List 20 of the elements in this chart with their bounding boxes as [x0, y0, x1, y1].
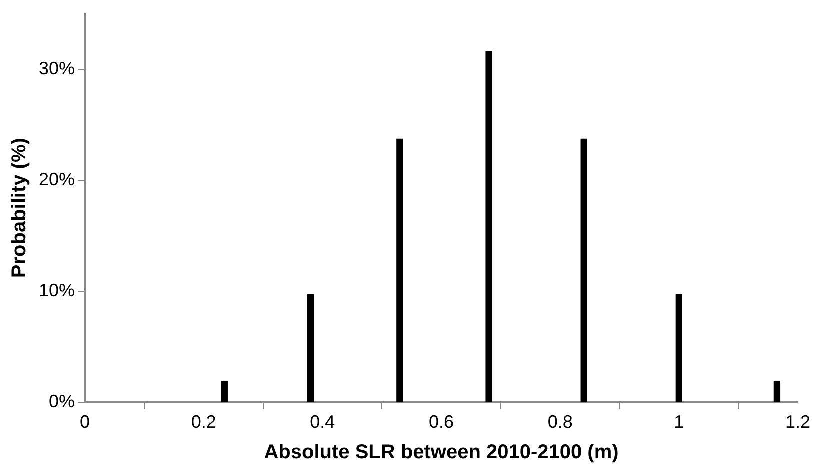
bar: [774, 380, 781, 402]
y-tick-label: 30%: [38, 58, 76, 78]
y-tick-label: 0%: [49, 391, 76, 412]
bar: [486, 51, 492, 402]
y-tick-label: 20%: [38, 169, 76, 190]
x-tick-label: 0: [80, 412, 90, 432]
x-tick-label: 1.2: [785, 412, 811, 432]
x-tick-label: 0.6: [429, 412, 454, 432]
x-axis-title: Absolute SLR between 2010-2100 (m): [264, 442, 619, 464]
y-axis-title: Probability (%): [8, 138, 31, 278]
x-tick-label: 1: [674, 412, 684, 432]
bar: [307, 294, 314, 402]
bar: [676, 294, 682, 402]
bar: [221, 380, 228, 402]
y-tick-label: 10%: [38, 280, 76, 300]
x-tick-label: 0.4: [310, 412, 336, 432]
bar: [580, 138, 588, 402]
x-tick-label: 0.8: [548, 412, 573, 432]
x-tick-label: 0.2: [191, 412, 216, 432]
bar: [396, 138, 404, 402]
